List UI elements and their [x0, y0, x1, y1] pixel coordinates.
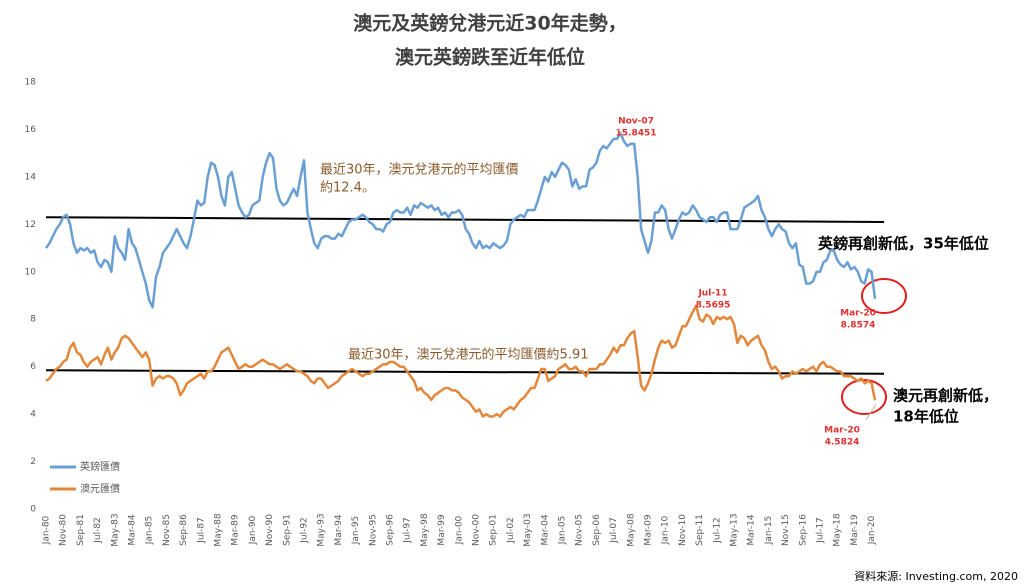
x-tick-label: Mar-94 — [334, 514, 344, 545]
x-tick-label: Mar-89 — [231, 514, 241, 545]
y-tick-label: 8 — [30, 315, 36, 325]
note: 約12.4。 — [320, 181, 375, 196]
x-tick-label: May-08 — [626, 513, 636, 546]
callout: 澳元再創新低， — [893, 387, 998, 405]
x-tick-label: Jan-90 — [248, 515, 258, 545]
x-tick-label: Jan-85 — [145, 516, 155, 546]
x-tick-label: Jan-00 — [454, 515, 464, 545]
average-line — [45, 369, 885, 375]
y-tick-label: 10 — [25, 267, 37, 277]
y-tick-label: 4 — [30, 410, 36, 420]
series-line — [45, 304, 877, 418]
x-tick-label: Sep-86 — [179, 514, 189, 546]
x-tick-label: Jul-82 — [93, 517, 103, 544]
pointer — [865, 403, 877, 421]
y-tick-label: 14 — [25, 172, 37, 182]
x-tick-label: Sep-96 — [385, 514, 395, 546]
x-tick-label: Nov-90 — [265, 514, 275, 546]
x-tick-label: Jul-97 — [403, 517, 413, 544]
x-tick-label: Sep-11 — [695, 514, 705, 546]
y-tick-label: 16 — [25, 125, 37, 135]
x-tick-label: May-83 — [110, 513, 120, 546]
annotation-value: 15.8451 — [616, 129, 657, 139]
annotation-value: 8.5695 — [696, 301, 731, 311]
pointer — [617, 127, 623, 137]
y-tick-label: 18 — [25, 78, 37, 88]
x-tick-label: Nov-00 — [471, 514, 481, 546]
callout: 英鎊再創新低，35年低位 — [818, 235, 989, 253]
x-tick-label: May-93 — [317, 513, 327, 546]
x-tick-label: Sep-16 — [798, 514, 808, 546]
x-tick-label: May-98 — [420, 513, 430, 546]
x-tick-label: Jan-80 — [42, 515, 52, 545]
callout: 18年低位 — [893, 408, 959, 426]
x-tick-label: Nov-95 — [368, 514, 378, 546]
x-tick-label: Jan-95 — [351, 516, 361, 546]
y-tick-label: 0 — [30, 505, 36, 515]
x-tick-label: May-18 — [833, 513, 843, 546]
x-tick-label: Jan-10 — [661, 515, 671, 545]
x-tick-label: Nov-15 — [781, 514, 791, 546]
legend-label: 英鎊匯價 — [80, 460, 120, 473]
annotation-label: Nov-07 — [618, 117, 654, 127]
x-tick-label: May-13 — [729, 513, 739, 546]
x-tick-label: Sep-06 — [592, 514, 602, 546]
source: 資料來源: Investing.com, 2020 — [854, 569, 1018, 583]
x-tick-label: May-03 — [523, 513, 533, 546]
average-line — [45, 216, 885, 223]
annotation-label: Jul-11 — [697, 289, 727, 299]
highlight-circle — [841, 379, 887, 415]
x-tick-label: Jul-12 — [712, 517, 722, 544]
x-tick-label: Sep-01 — [489, 514, 499, 546]
x-tick-label: Jul-17 — [815, 517, 825, 544]
x-tick-label: Jan-15 — [764, 516, 774, 546]
x-tick-label: May-88 — [213, 513, 223, 546]
y-tick-label: 2 — [30, 457, 36, 467]
chart-title: 澳元英鎊跌至近年低位 — [395, 46, 585, 69]
x-tick-label: Jul-92 — [299, 517, 309, 544]
series-line — [44, 131, 877, 309]
x-tick-label: Jul-02 — [506, 517, 516, 544]
x-tick-label: Mar-19 — [850, 514, 860, 545]
x-tick-label: Mar-99 — [437, 514, 447, 545]
chart-title: 澳元及英鎊兌港元近30年走勢， — [353, 12, 626, 35]
x-tick-label: Sep-91 — [282, 514, 292, 546]
x-tick-label: Nov-80 — [59, 514, 69, 546]
legend-label: 澳元匯價 — [80, 482, 120, 495]
x-tick-label: Mar-84 — [127, 514, 137, 545]
y-tick-label: 12 — [25, 220, 36, 230]
x-tick-label: Jul-07 — [609, 517, 619, 544]
highlight-circle — [861, 278, 907, 314]
x-tick-label: Jan-05 — [557, 516, 567, 546]
note: 最近30年，澳元兌港元的平均匯價約5.91 — [348, 347, 589, 363]
x-tick-label: Sep-81 — [76, 514, 86, 546]
y-tick-label: 6 — [30, 362, 36, 372]
x-tick-label: Nov-05 — [575, 514, 585, 546]
note: 最近30年，澳元兌港元的平均匯價 — [320, 162, 519, 178]
annotation-value: 4.5824 — [825, 438, 860, 448]
x-tick-label: Nov-10 — [678, 514, 688, 546]
annotation-label: Mar-20 — [840, 309, 876, 319]
x-tick-label: Nov-85 — [162, 514, 172, 546]
x-tick-label: Jan-20 — [867, 515, 877, 545]
x-tick-label: Mar-14 — [747, 514, 757, 545]
x-tick-label: Mar-09 — [643, 514, 653, 545]
annotation-value: 8.8574 — [841, 321, 876, 331]
x-tick-label: Jul-87 — [196, 517, 206, 544]
x-tick-label: Mar-04 — [540, 514, 550, 545]
annotation-label: Mar-20 — [824, 426, 860, 436]
